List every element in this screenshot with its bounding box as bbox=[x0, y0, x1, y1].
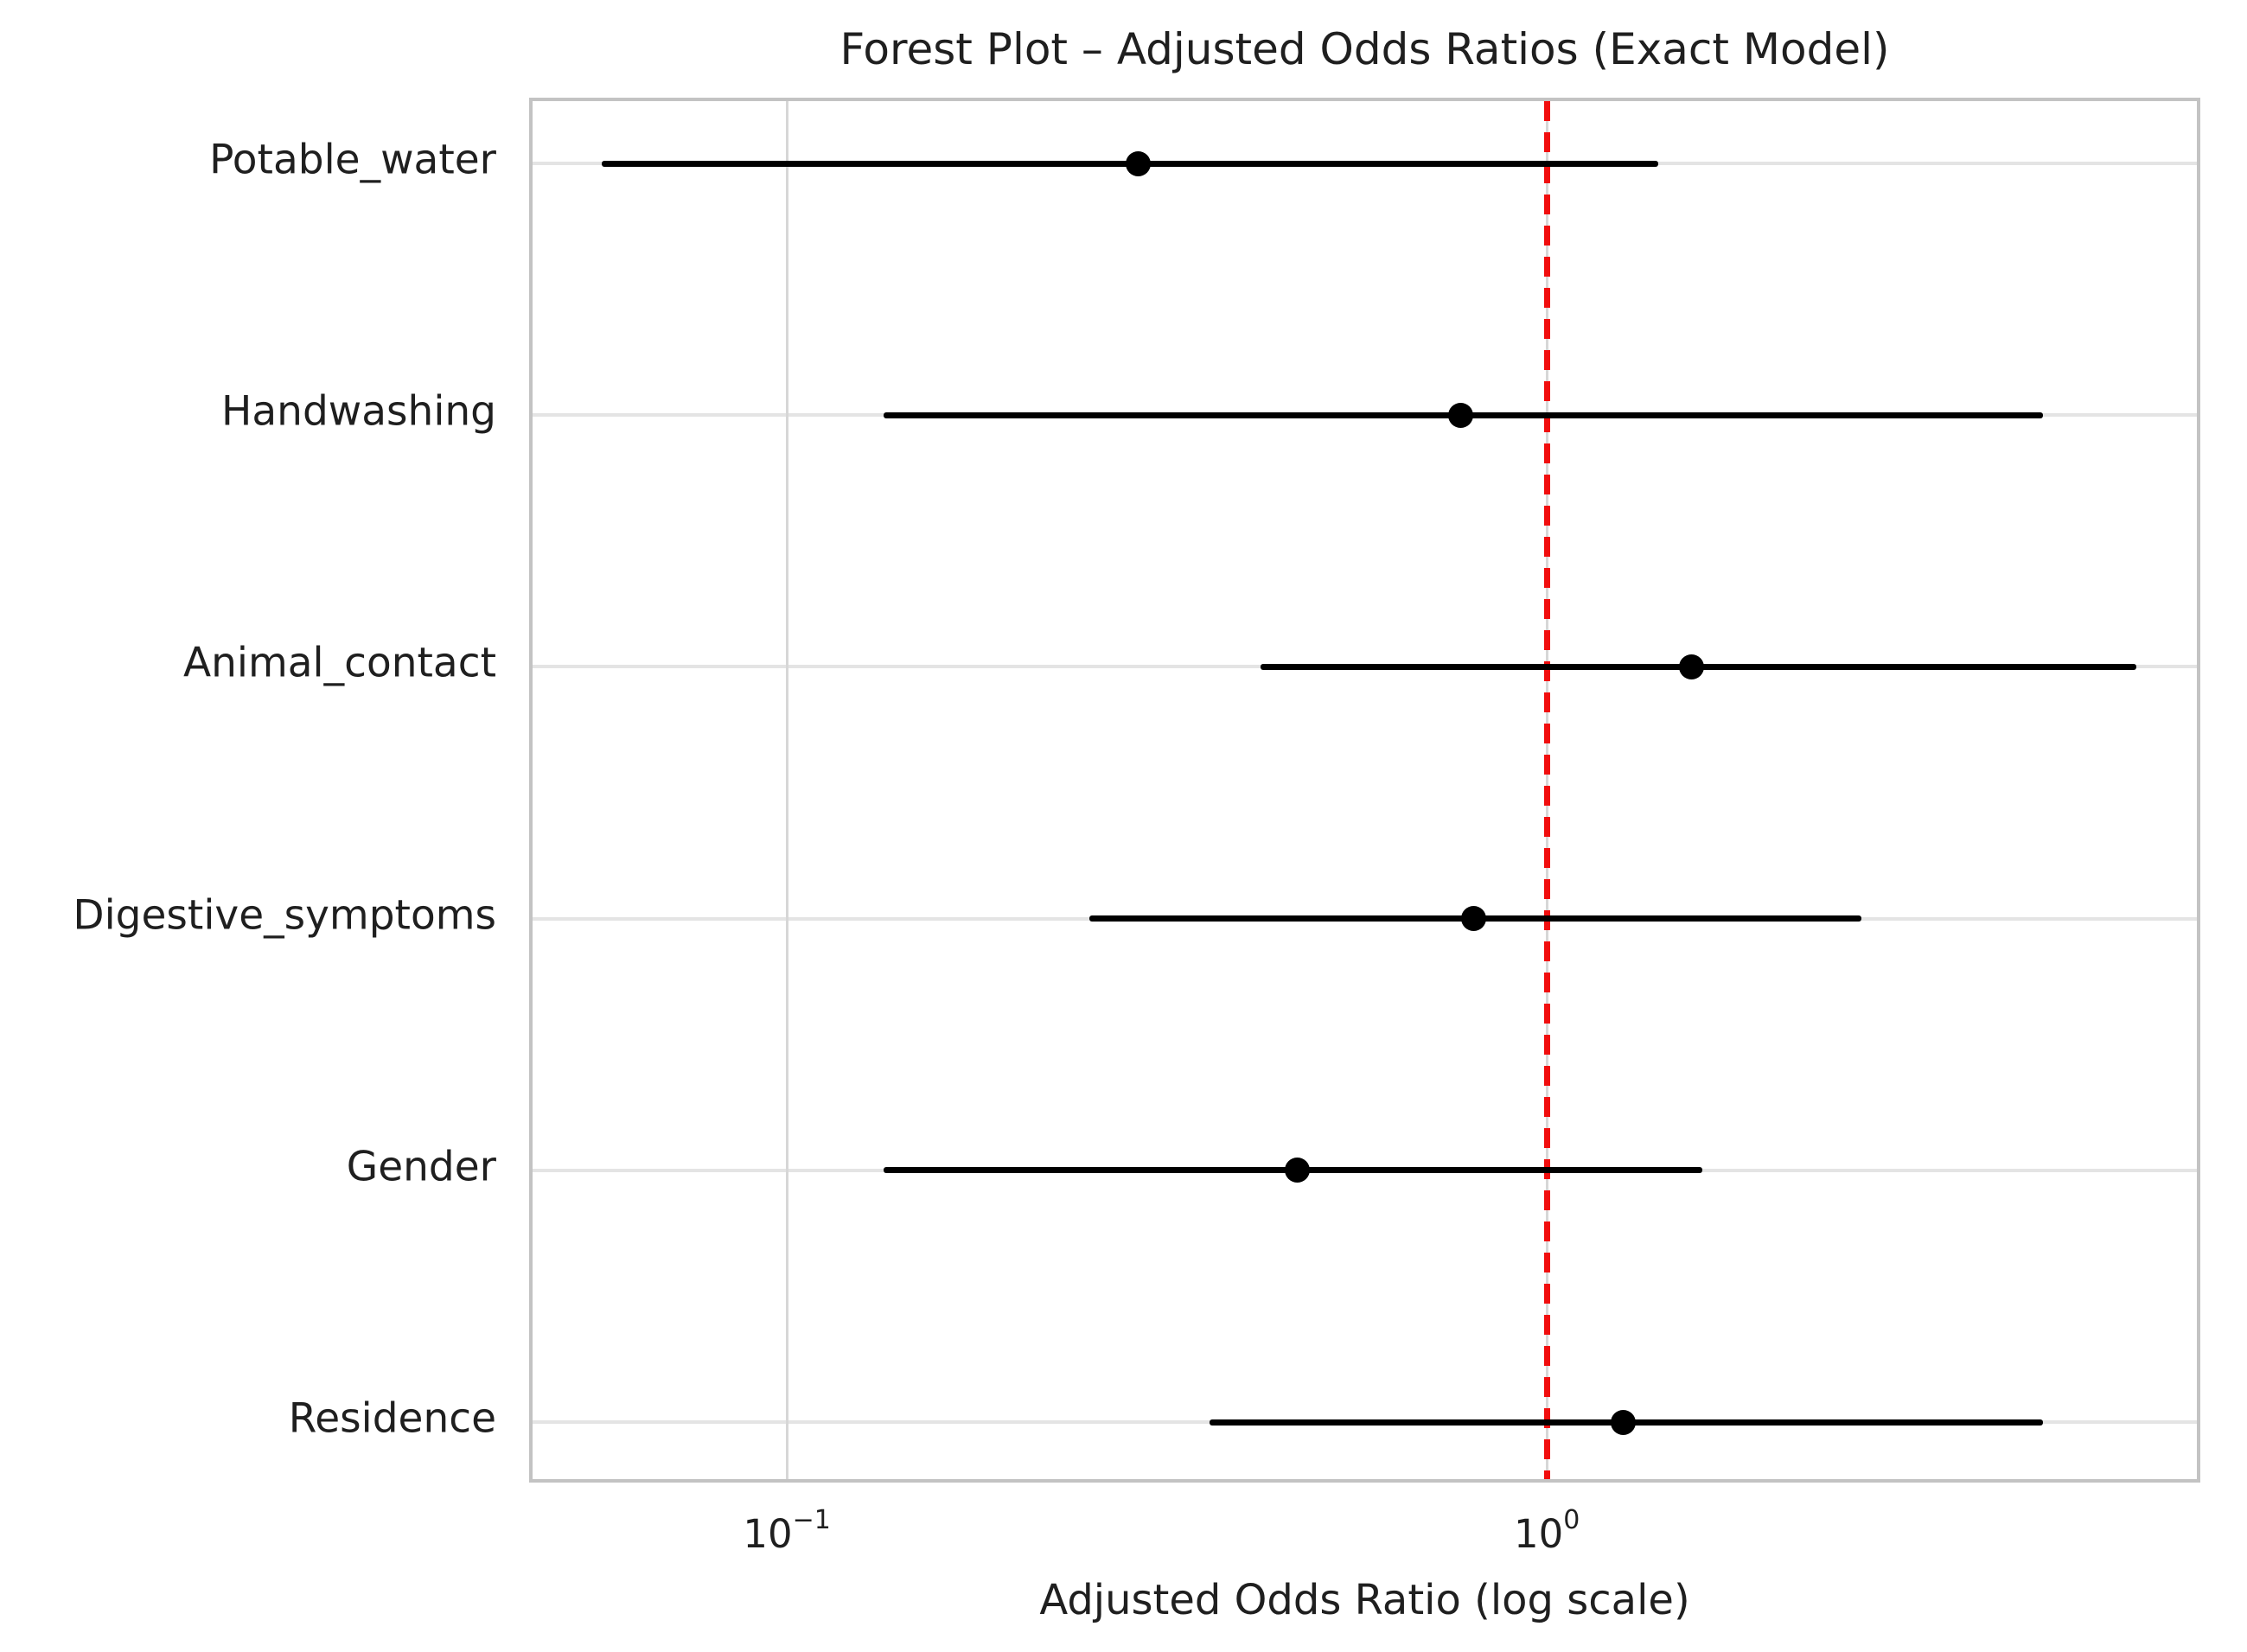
vertical-gridline bbox=[785, 101, 788, 1479]
y-tick-label: Potable_water bbox=[209, 136, 496, 184]
y-tick-label: Animal_contact bbox=[182, 639, 496, 687]
y-tick-label: Gender bbox=[346, 1143, 496, 1191]
plot-area bbox=[529, 98, 2200, 1483]
x-tick-base: 10 bbox=[1514, 1511, 1564, 1557]
odds-ratio-point bbox=[1285, 1158, 1311, 1183]
x-tick-label: 100 bbox=[1514, 1508, 1580, 1558]
x-tick-base: 10 bbox=[743, 1511, 793, 1557]
x-axis-title: Adjusted Odds Ratio (log scale) bbox=[1039, 1576, 1690, 1624]
x-tick-exponent: 0 bbox=[1563, 1505, 1580, 1535]
odds-ratio-point bbox=[1447, 402, 1473, 428]
y-tick-label: Residence bbox=[288, 1394, 496, 1443]
odds-ratio-point bbox=[1610, 1409, 1636, 1435]
x-tick-label: 10−1 bbox=[743, 1508, 831, 1558]
odds-ratio-point bbox=[1126, 150, 1152, 176]
reference-line-or-1 bbox=[1543, 101, 1550, 1479]
odds-ratio-point bbox=[1679, 654, 1705, 679]
x-tick-exponent: −1 bbox=[792, 1505, 831, 1535]
odds-ratio-point bbox=[1460, 906, 1486, 932]
y-tick-label: Digestive_symptoms bbox=[73, 891, 496, 940]
chart-title: Forest Plot – Adjusted Odds Ratios (Exac… bbox=[839, 24, 1890, 74]
y-tick-label: Handwashing bbox=[221, 387, 496, 436]
